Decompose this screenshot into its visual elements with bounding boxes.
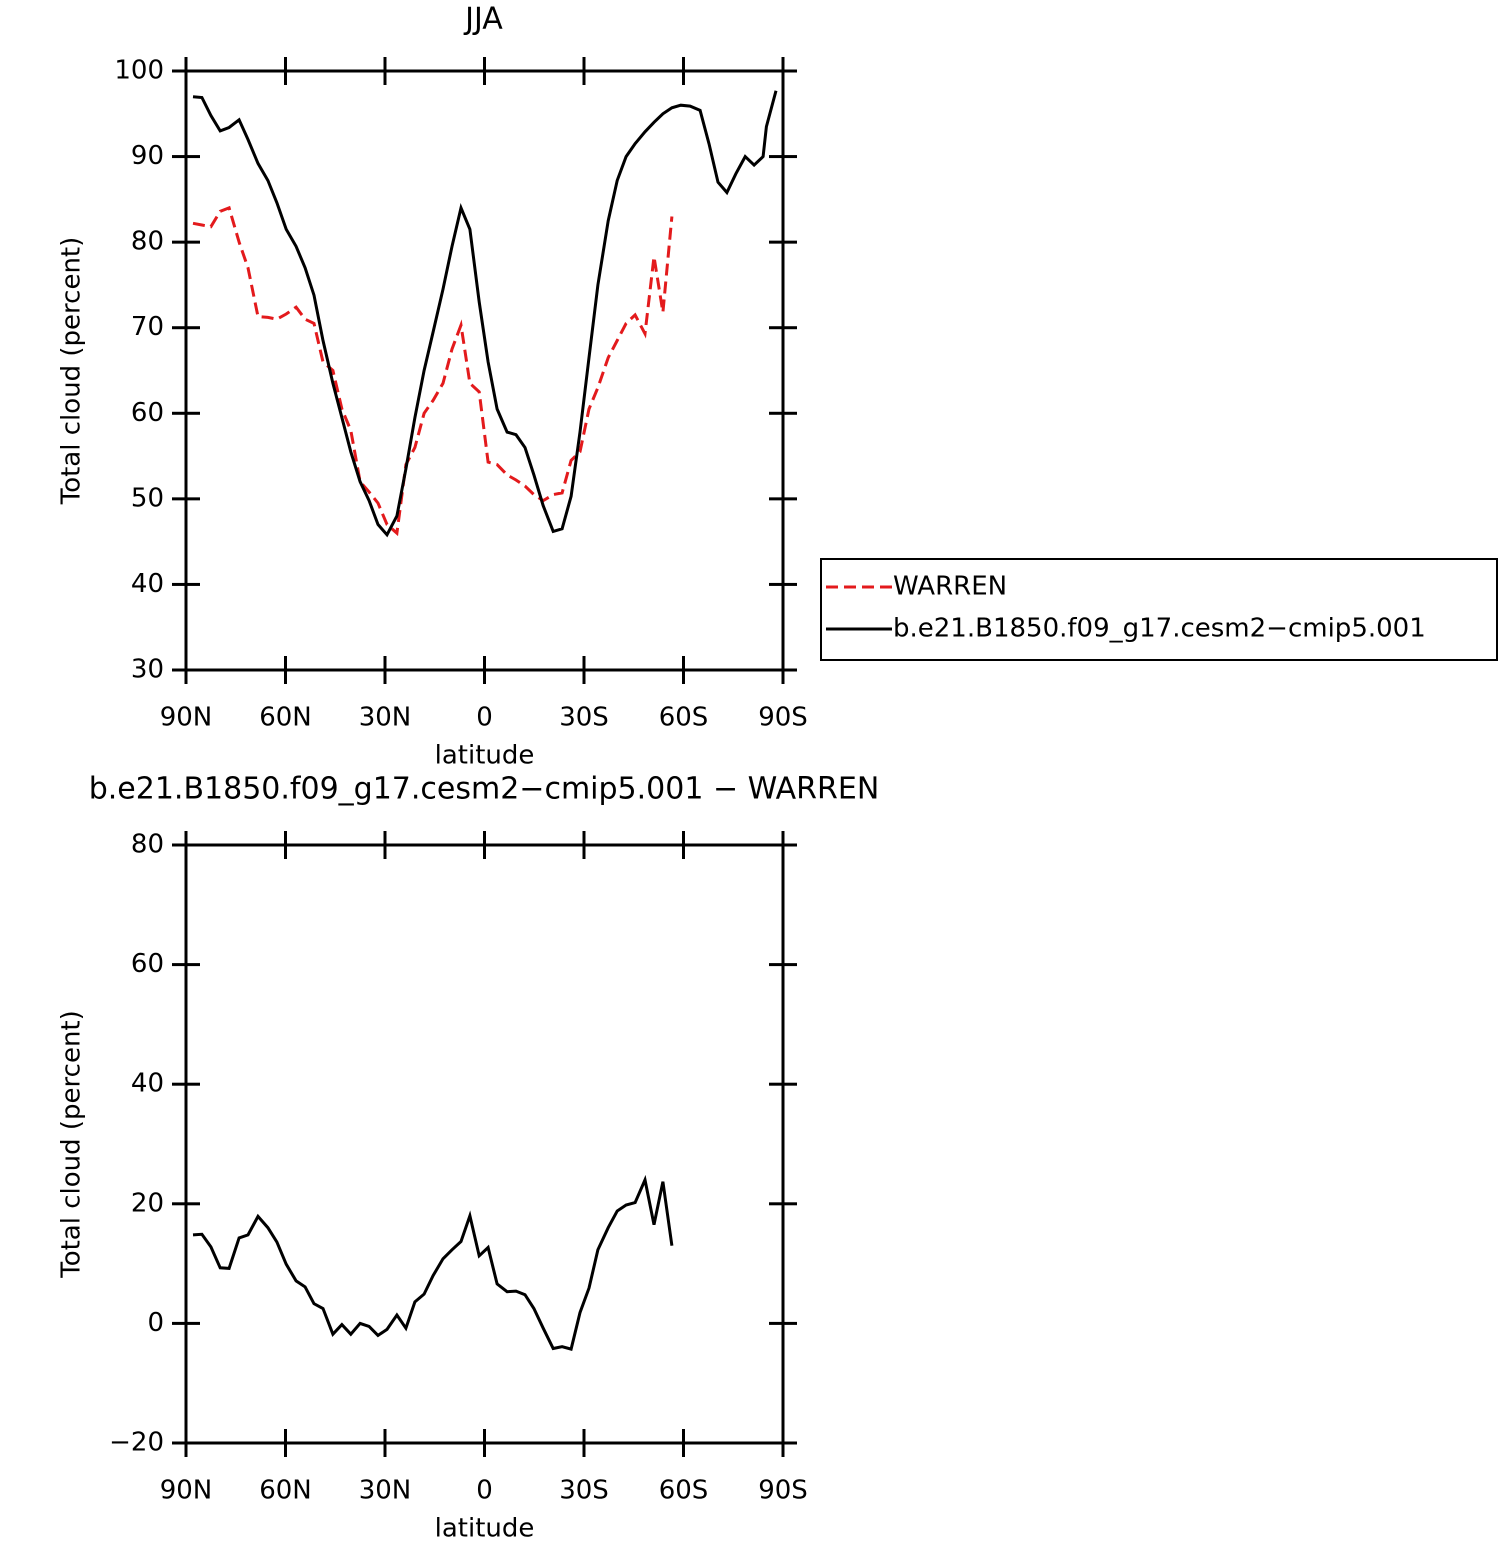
x-tick-label: 30S [559, 1476, 609, 1506]
x-axis-label: latitude [435, 1514, 535, 1544]
y-tick-label: 60 [131, 949, 164, 979]
chart-title: JJA [463, 2, 503, 37]
x-tick-label: 30S [559, 703, 609, 733]
plot-frame [184, 843, 785, 1445]
x-tick-label: 90S [758, 703, 808, 733]
y-tick-label: 20 [131, 1188, 164, 1218]
y-tick-label: 60 [131, 398, 164, 428]
plot-frame [184, 69, 785, 672]
y-tick-label: 80 [131, 830, 164, 860]
x-tick-label: 60N [259, 1476, 312, 1506]
x-tick-label: 60S [659, 703, 709, 733]
data-line [192, 1174, 674, 1351]
y-tick-label: 70 [131, 312, 164, 342]
x-tick-label: 60S [659, 1476, 709, 1506]
y-tick-label: 30 [131, 655, 164, 685]
y-tick-label: 50 [131, 483, 164, 513]
y-tick-label: −20 [109, 1428, 164, 1458]
x-tick-label: 60N [259, 703, 312, 733]
y-tick-label: 90 [131, 141, 164, 171]
x-tick-label: 90N [160, 703, 213, 733]
y-tick-label: 0 [147, 1308, 164, 1338]
x-tick-label: 0 [476, 1476, 493, 1506]
legend-label: b.e21.B1850.f09_g17.cesm2−cmip5.001 [893, 614, 1426, 644]
y-axis-label: Total cloud (percent) [57, 237, 87, 506]
data-line [192, 205, 674, 537]
legend-box [820, 558, 1498, 661]
x-tick-label: 30N [359, 703, 412, 733]
x-axis-label: latitude [435, 741, 535, 771]
y-tick-label: 40 [131, 569, 164, 599]
x-tick-label: 30N [359, 1476, 412, 1506]
x-tick-label: 0 [476, 703, 493, 733]
x-tick-label: 90N [160, 1476, 213, 1506]
y-tick-label: 80 [131, 227, 164, 257]
x-tick-label: 90S [758, 1476, 808, 1506]
data-line [192, 90, 778, 538]
chart-title: b.e21.B1850.f09_g17.cesm2−cmip5.001 − WA… [89, 772, 880, 807]
y-tick-label: 40 [131, 1069, 164, 1099]
y-tick-label: 100 [114, 56, 164, 86]
legend-label: WARREN [893, 572, 1007, 602]
y-axis-label: Total cloud (percent) [57, 1010, 87, 1279]
